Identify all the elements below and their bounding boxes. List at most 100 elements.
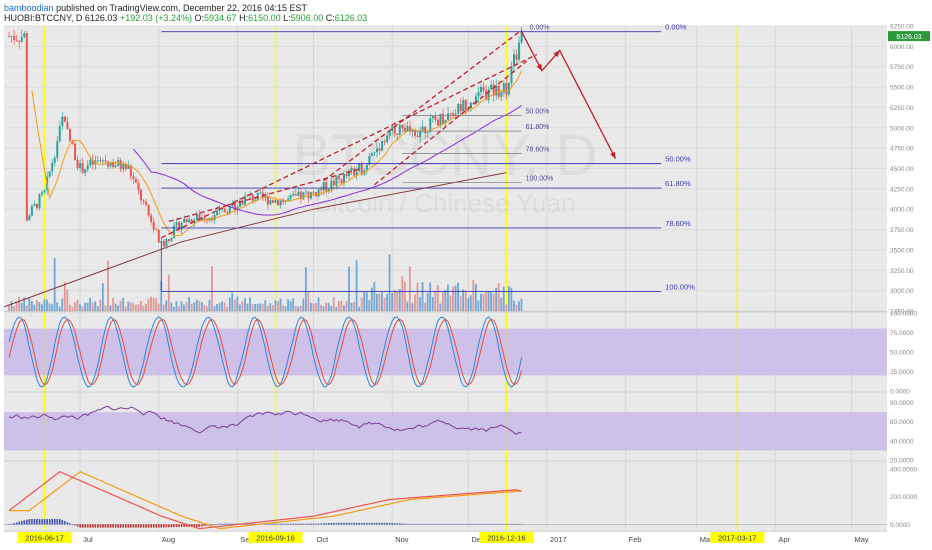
candle-body — [152, 221, 155, 230]
rsi-axis-tick: 80.0000 — [890, 400, 914, 407]
price-tag-box — [888, 31, 930, 42]
candle-body — [348, 170, 351, 177]
volume-bar — [332, 297, 335, 311]
volume-bar — [74, 302, 76, 311]
volume-bar — [150, 296, 152, 311]
macd-histogram-bar — [518, 524, 520, 525]
stochastic-band — [4, 328, 887, 376]
volume-bar — [145, 303, 147, 311]
close-label: C: — [325, 13, 335, 23]
publisher-user[interactable]: bamboodian — [4, 3, 54, 13]
volume-bar — [279, 298, 282, 311]
macd-histogram-bar — [178, 524, 180, 527]
volume-bar — [284, 306, 287, 311]
macd-histogram-bar — [249, 523, 251, 525]
candle-body — [170, 237, 173, 241]
fib1-level-label: 78.60% — [526, 146, 550, 153]
macd-histogram-bar — [137, 524, 140, 528]
candle-body — [441, 113, 444, 124]
macd-histogram-bar — [487, 523, 490, 525]
macd-histogram-bar — [520, 524, 523, 525]
candle-body — [436, 119, 439, 126]
macd-histogram-bar — [124, 524, 127, 528]
candle-body — [137, 182, 140, 190]
candle-body — [251, 194, 254, 201]
candle-body — [198, 213, 201, 221]
macd-histogram-bar — [140, 524, 142, 528]
fib2-level-label: 61.80% — [665, 179, 691, 188]
candle-body — [487, 89, 490, 100]
volume-bar — [38, 302, 41, 311]
candle-body — [515, 54, 518, 60]
volume-bar — [383, 297, 386, 311]
volume-bar — [507, 286, 510, 311]
macd-histogram-bar — [363, 522, 366, 525]
candle-body — [482, 86, 485, 91]
macd-histogram-bar — [99, 524, 102, 528]
volume-bars — [8, 254, 523, 311]
volume-bar — [426, 293, 429, 311]
volume-bar — [472, 280, 475, 311]
volume-bar — [119, 300, 122, 311]
macd-histogram-bar — [97, 524, 99, 528]
macd-histogram-bar — [401, 523, 404, 525]
symbol-label: HUOBI:BTCCNY, D — [4, 13, 83, 23]
macd-histogram-bar — [185, 524, 188, 527]
macd-histogram-bar — [254, 523, 256, 525]
candle-body — [469, 102, 472, 109]
time-axis-strip — [4, 530, 887, 544]
macd-histogram-bar — [500, 523, 503, 525]
volume-bar — [10, 301, 13, 311]
volume-bar — [84, 302, 86, 311]
candle-body — [51, 162, 54, 172]
volume-bar — [345, 301, 348, 311]
candle-body — [43, 190, 46, 193]
price-axis-tick: 4750.00 — [890, 146, 914, 153]
x-tick-label: Jul — [83, 535, 93, 544]
macd-histogram-bar — [64, 521, 66, 525]
macd-histogram-bar — [51, 519, 54, 525]
candle-body — [330, 180, 333, 190]
high-value: 6150.00 — [248, 13, 281, 23]
macd-histogram-bar — [434, 523, 437, 525]
volume-bar — [482, 293, 485, 311]
macd-histogram-bar — [213, 524, 216, 525]
candle-body — [507, 83, 510, 95]
volume-bar — [353, 302, 355, 311]
candle-body — [335, 176, 338, 186]
macd-histogram-bar — [307, 523, 310, 525]
volume-bar — [510, 287, 513, 311]
candle-body — [424, 126, 427, 134]
macd-histogram-bar — [426, 523, 429, 525]
candle-body — [447, 113, 450, 120]
price-axis-tick: 5000.00 — [890, 125, 914, 132]
volume-bar — [23, 297, 26, 311]
candle-body — [398, 125, 401, 135]
macd-histogram-bar — [310, 523, 312, 525]
candle-body — [178, 222, 181, 230]
candle-body — [497, 85, 500, 97]
macd-histogram-bar — [31, 519, 33, 525]
volume-bar — [414, 294, 416, 311]
candle-body — [256, 192, 259, 200]
candle-body — [327, 189, 330, 192]
macd-histogram-bar — [74, 524, 76, 526]
candle-body — [58, 125, 61, 142]
candle-body — [337, 176, 340, 180]
candle-body — [406, 126, 409, 131]
macd-histogram-bar — [472, 523, 475, 525]
volume-bar — [325, 302, 328, 311]
macd-histogram-bar — [497, 523, 500, 525]
volume-bar — [292, 298, 295, 311]
candle-body — [157, 230, 160, 243]
macd-histogram-bar — [221, 523, 224, 525]
volume-bar — [358, 306, 361, 311]
candle-body — [388, 130, 391, 136]
candle-body — [10, 35, 13, 37]
macd-histogram-bar — [335, 522, 338, 525]
candle-body — [520, 31, 523, 43]
candle-body — [312, 192, 315, 194]
macd-histogram-bar — [132, 524, 135, 528]
candle-body — [378, 148, 381, 151]
